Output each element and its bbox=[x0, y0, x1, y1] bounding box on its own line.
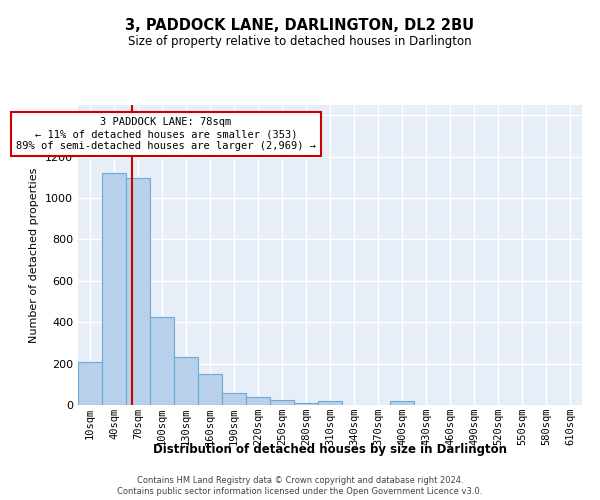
Text: Contains public sector information licensed under the Open Government Licence v3: Contains public sector information licen… bbox=[118, 487, 482, 496]
Bar bbox=[150, 317, 174, 405]
Bar bbox=[102, 174, 126, 405]
Y-axis label: Number of detached properties: Number of detached properties bbox=[29, 168, 40, 342]
Bar bbox=[390, 402, 414, 405]
Bar bbox=[222, 393, 246, 405]
Bar bbox=[78, 362, 102, 405]
Bar bbox=[294, 402, 318, 405]
Bar bbox=[270, 400, 294, 405]
Text: Size of property relative to detached houses in Darlington: Size of property relative to detached ho… bbox=[128, 35, 472, 48]
Text: 3 PADDOCK LANE: 78sqm
← 11% of detached houses are smaller (353)
89% of semi-det: 3 PADDOCK LANE: 78sqm ← 11% of detached … bbox=[16, 118, 316, 150]
Text: 3, PADDOCK LANE, DARLINGTON, DL2 2BU: 3, PADDOCK LANE, DARLINGTON, DL2 2BU bbox=[125, 18, 475, 32]
Bar bbox=[198, 374, 222, 405]
Bar bbox=[246, 397, 270, 405]
Bar bbox=[318, 402, 342, 405]
Text: Contains HM Land Registry data © Crown copyright and database right 2024.: Contains HM Land Registry data © Crown c… bbox=[137, 476, 463, 485]
Bar bbox=[174, 358, 198, 405]
Text: Distribution of detached houses by size in Darlington: Distribution of detached houses by size … bbox=[153, 442, 507, 456]
Bar bbox=[126, 178, 150, 405]
